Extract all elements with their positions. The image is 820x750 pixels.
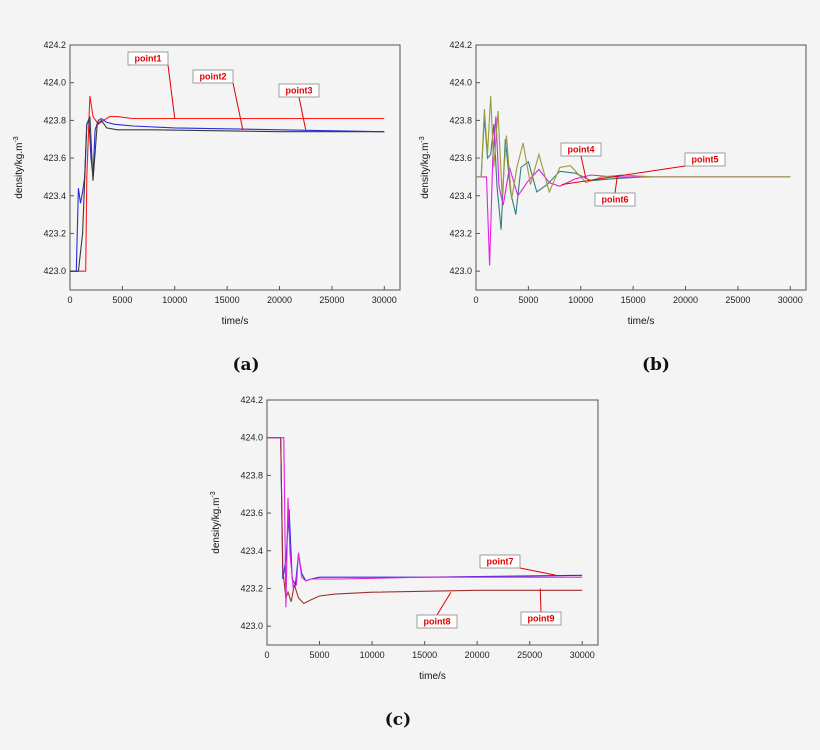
y-tick-label: 423.2 [43,228,66,238]
series-line-point7 [267,437,583,587]
callout-leader [167,64,176,119]
chart-panel-3: 0 5000 10000 15000 20000 25000 30000 423.0 423.2… [210,395,599,730]
y-tick-label: 423.4 [240,546,263,556]
callout-leader [436,591,452,616]
y-axis-title: density/kg.m-3 [210,491,222,553]
y-tick-label: 423.4 [449,191,472,201]
y-tick-label: 424.0 [240,433,263,443]
callout-label-point8: point8 [424,617,451,627]
callout-box [520,611,562,626]
y-tick-label: 423.4 [43,191,66,201]
chart-panel-2: 0 5000 10000 15000 20000 25000 30000 423.0 423.2… [419,40,807,375]
callout-leader [298,96,307,130]
callout-label-point1: point1 [135,54,162,64]
x-axis-title: time/s [628,316,655,327]
y-tick-label: 423.0 [43,266,66,276]
callout-box [479,554,521,569]
series-line-point5 [476,116,791,266]
y-axis-title: density/kg.m-3 [13,136,25,198]
x-tick-label: 10000 [568,295,593,305]
callout-box [416,614,458,629]
callout-leader [561,165,686,185]
series-line-point4 [476,116,791,230]
callout-box [127,51,169,66]
series-line-point8 [267,437,583,605]
y-tick-label: 423.6 [240,508,263,518]
callout-label-point2: point2 [200,72,227,82]
y-tick-label: 423.8 [449,115,472,125]
series-line-point9 [267,437,583,608]
callout-label-point3: point3 [286,86,313,96]
y-axis-title-superscript: -3 [419,136,426,142]
callout-box [684,152,726,167]
series-line-point2 [70,117,385,272]
y-tick-label: 424.2 [43,40,66,50]
callout-label-point4: point4 [568,145,595,155]
x-tick-label: 15000 [412,650,437,660]
y-tick-label: 423.8 [43,115,66,125]
y-axis-title: density/kg.m-3 [419,136,431,198]
x-tick-label: 5000 [112,295,132,305]
series-line-point1 [70,95,385,272]
x-axis-title: time/s [419,671,446,682]
y-axis-title-superscript: -3 [13,136,20,142]
callout-label-point9: point9 [528,614,555,624]
callout-box [560,142,602,157]
y-tick-label: 423.6 [449,153,472,163]
x-tick-label: 25000 [725,295,750,305]
callout-leader [580,155,587,179]
y-tick-label: 424.0 [449,78,472,88]
panel-label: (c) [385,710,411,730]
plot-frame [69,44,401,291]
x-tick-label: 20000 [465,650,490,660]
callout-leader [232,82,244,130]
plot-frame [475,44,807,291]
x-tick-label: 15000 [621,295,646,305]
y-tick-label: 423.0 [449,266,472,276]
x-tick-label: 20000 [267,295,292,305]
y-tick-label: 423.2 [240,583,263,593]
callout-label-point5: point5 [692,155,719,165]
y-tick-label: 424.0 [43,78,66,88]
x-axis-title: time/s [222,316,249,327]
x-tick-label: 10000 [360,650,385,660]
y-tick-label: 423.2 [449,228,472,238]
callout-box [192,69,234,84]
y-axis-title-superscript: -3 [210,491,217,497]
x-tick-label: 30000 [778,295,803,305]
x-tick-label: 20000 [673,295,698,305]
callout-box [278,83,320,98]
chart-panel-1: 0 5000 10000 15000 20000 25000 30000 423.0 423.2… [13,40,401,375]
x-tick-label: 0 [264,650,269,660]
x-tick-label: 10000 [162,295,187,305]
y-tick-label: 423.8 [240,470,263,480]
panel-label: (a) [232,355,259,375]
x-tick-label: 0 [67,295,72,305]
x-tick-label: 5000 [518,295,538,305]
x-tick-label: 5000 [310,650,330,660]
panel-label: (b) [642,355,670,375]
x-tick-label: 25000 [517,650,542,660]
y-tick-label: 424.2 [240,395,263,405]
y-tick-label: 423.0 [240,621,263,631]
plot-frame [266,399,599,646]
x-tick-label: 25000 [319,295,344,305]
callout-box [594,192,636,207]
callout-label-point6: point6 [602,195,629,205]
callout-leader [519,567,557,576]
callout-leader [614,174,618,194]
x-tick-label: 15000 [215,295,240,305]
x-tick-label: 30000 [372,295,397,305]
callout-label-point7: point7 [487,557,514,567]
y-tick-label: 423.6 [43,153,66,163]
series-line-point6 [476,95,791,200]
y-tick-label: 424.2 [449,40,472,50]
x-tick-label: 0 [473,295,478,305]
series-line-point3 [70,116,385,272]
x-tick-label: 30000 [570,650,595,660]
callout-leader [539,588,542,613]
